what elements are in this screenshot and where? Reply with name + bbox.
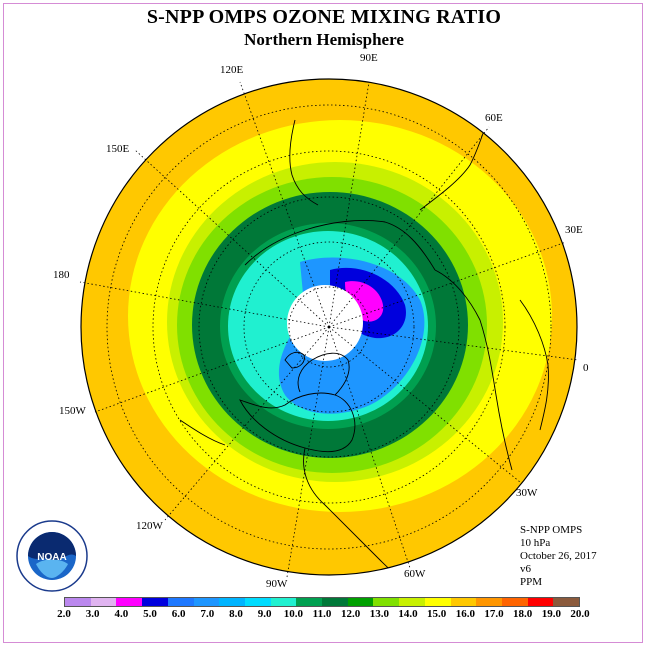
- colorbar-tick-label: 13.0: [369, 608, 389, 620]
- colorbar-ticks: 2.0 3.0 4.0 5.0 6.0 7.0 8.0 9.0 10.0 11.0 12.0 13.0…: [40, 608, 600, 622]
- colorbar-tick-label: 12.0: [341, 608, 361, 620]
- colorbar-swatch: [476, 598, 502, 606]
- colorbar-tick-label: 7.0: [200, 608, 215, 620]
- lon-label-60e: 60E: [485, 112, 503, 124]
- colorbar-swatch: [167, 598, 194, 606]
- colorbar-tick-label: 4.0: [114, 608, 129, 620]
- colorbar-swatch: [219, 598, 245, 606]
- colorbar-swatch: [90, 598, 117, 606]
- figure-subtitle: Northern Hemisphere: [244, 30, 404, 49]
- colorbar-tick-label: 6.0: [171, 608, 186, 620]
- colorbar: [64, 597, 580, 607]
- ozone-field: [81, 79, 577, 575]
- coastlines: [179, 119, 549, 575]
- pole-no-data-cap: [287, 285, 363, 361]
- colorbar-swatch: [450, 598, 477, 606]
- lon-label-90e: 90E: [360, 52, 378, 64]
- colorbar-swatch: [244, 598, 271, 606]
- colorbar-tick-label: 3.0: [85, 608, 100, 620]
- colorbar-tick-label: 5.0: [143, 608, 157, 620]
- colorbar-swatch: [424, 598, 451, 606]
- graticule: [79, 81, 579, 578]
- lon-label-30w: 30W: [516, 487, 538, 499]
- colorbar-swatch: [322, 598, 348, 606]
- colorbar-tick-label: 9.0: [257, 608, 272, 620]
- globe-outline: [80, 78, 578, 576]
- colorbar-tick-label: 8.0: [229, 608, 243, 620]
- colorbar-tick-label: 10.0: [283, 608, 303, 620]
- lon-label-60w: 60W: [404, 568, 426, 580]
- colorbar-swatch: [553, 598, 580, 606]
- colorbar-tick-label: 14.0: [398, 608, 418, 620]
- figure-title: S-NPP OMPS OZONE MIXING RATIO: [146, 6, 502, 28]
- colorbar-swatch: [527, 598, 554, 606]
- colorbar-tick-label: 15.0: [427, 608, 447, 620]
- colorbar-swatch: [501, 598, 528, 606]
- colorbar-tick-label: 19.0: [541, 608, 561, 620]
- colorbar-swatch: [65, 598, 91, 606]
- info-level: 10 hPa: [520, 537, 551, 549]
- noaa-logo-text: NOAA: [37, 552, 66, 563]
- info-version: v6: [520, 563, 531, 575]
- info-instrument: S-NPP OMPS: [520, 524, 583, 536]
- figure-frame: [3, 3, 643, 643]
- colorbar-swatch: [296, 598, 323, 606]
- info-date: October 26, 2017: [520, 550, 597, 562]
- colorbar-tick-label: 11.0: [312, 608, 332, 620]
- colorbar-tick-label: 2.0: [57, 608, 71, 620]
- colorbar-swatch: [116, 598, 143, 606]
- lon-label-30e: 30E: [565, 224, 583, 236]
- lon-label-120w: 120W: [136, 520, 164, 532]
- colorbar-swatch: [399, 598, 425, 606]
- lon-label-150w: 150W: [59, 405, 87, 417]
- info-units: PPM: [520, 576, 543, 588]
- lon-label-0: 0: [583, 362, 589, 374]
- colorbar-swatch: [193, 598, 220, 606]
- colorbar-tick-label: 20.0: [570, 608, 590, 620]
- colorbar-tick-label: 17.0: [484, 608, 504, 620]
- lon-label-180: 180: [53, 269, 70, 281]
- lon-label-120e: 120E: [220, 64, 244, 76]
- noaa-logo: NOAA: [16, 520, 88, 592]
- colorbar-swatch: [373, 598, 400, 606]
- colorbar-tick-label: 16.0: [455, 608, 475, 620]
- colorbar-swatch: [142, 598, 168, 606]
- product-info: S-NPP OMPS 10 hPa October 26, 2017 v6 PP…: [520, 524, 597, 589]
- longitude-labels: 90E 60E 30E 0 30W 60W 90W 120W 150W 180 …: [53, 52, 589, 590]
- colorbar-tick-label: 18.0: [513, 608, 533, 620]
- colorbar-swatch: [347, 598, 374, 606]
- lon-label-150e: 150E: [106, 143, 130, 155]
- lon-label-90w: 90W: [266, 578, 288, 590]
- colorbar-swatch: [270, 598, 297, 606]
